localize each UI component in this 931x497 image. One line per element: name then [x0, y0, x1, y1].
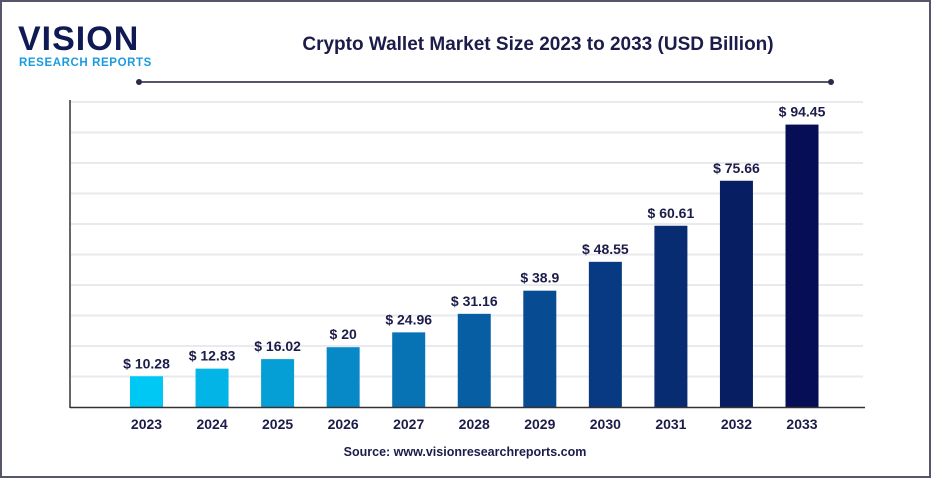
x-tick-label: 2026	[328, 416, 359, 432]
logo-tagline: RESEARCH REPORTS	[19, 57, 152, 69]
bar-2032	[719, 180, 753, 407]
logo-name: VISION	[18, 20, 139, 58]
x-tick-label: 2025	[262, 416, 293, 432]
x-tick-label: 2028	[459, 416, 490, 432]
bar-2027	[392, 332, 426, 407]
x-tick-label: 2029	[524, 416, 555, 432]
bar-2031	[654, 225, 688, 407]
x-tick-label: 2024	[196, 416, 227, 432]
bar-2023	[130, 376, 163, 407]
data-label: $ 12.83	[189, 348, 236, 364]
data-label: $ 10.28	[123, 355, 170, 371]
x-tick-label: 2031	[655, 416, 686, 432]
data-label: $ 31.16	[451, 293, 498, 309]
data-label: $ 24.96	[385, 311, 432, 327]
frame	[0, 0, 931, 478]
x-tick-label: 2027	[393, 416, 424, 432]
logo: VISION RESEARCH REPORTS	[18, 20, 152, 69]
source-note: Source: www.visionresearchreports.com	[344, 445, 587, 459]
bar-2033	[785, 124, 819, 407]
x-tick-label: 2030	[590, 416, 621, 432]
chart-title: Crypto Wallet Market Size 2023 to 2033 (…	[302, 34, 773, 55]
bar-2028	[457, 313, 491, 407]
data-label: $ 20	[330, 326, 357, 342]
bar-2029	[523, 290, 557, 407]
x-tick-label: 2032	[721, 416, 752, 432]
data-label: $ 16.02	[254, 338, 301, 354]
x-tick-label: 2023	[131, 416, 162, 432]
data-label: $ 60.61	[648, 205, 695, 221]
data-label: $ 94.45	[779, 104, 826, 120]
data-label: $ 38.9	[520, 270, 559, 286]
bar-2030	[588, 261, 622, 407]
x-tick-label: 2033	[786, 416, 817, 432]
data-label: $ 48.55	[582, 241, 629, 257]
bar-2026	[326, 347, 360, 407]
bars: $ 10.28 2023 $ 12.83 2024 $ 16.02 2025 $ 20 202…	[123, 104, 825, 432]
bar-2025	[261, 359, 295, 407]
title-divider	[136, 79, 834, 85]
data-label: $ 75.66	[713, 160, 760, 176]
bar-2024	[195, 368, 229, 407]
